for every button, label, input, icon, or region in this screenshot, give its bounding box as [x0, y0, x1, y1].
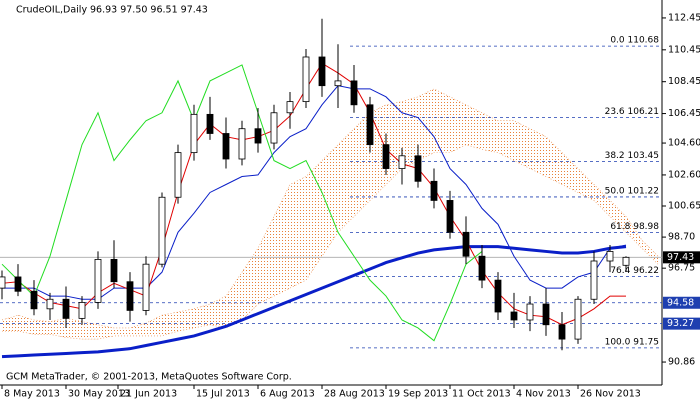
price-marker-label: 93.27: [667, 318, 694, 329]
x-tick-label: 4 Nov 2013: [516, 389, 571, 400]
candle-body: [366, 104, 374, 146]
price-marker-label: 97.43: [667, 252, 694, 263]
candle-body: [590, 260, 598, 300]
candle-body: [542, 303, 550, 326]
candle-body: [110, 259, 118, 283]
x-tick-label: 26 Nov 2013: [580, 389, 641, 400]
candle-body: [606, 251, 614, 262]
x-tick-label: 28 Aug 2013: [324, 389, 385, 400]
candle-body: [302, 56, 310, 103]
candle-body: [510, 311, 518, 321]
cloud-span: [2, 144, 659, 340]
candle-body: [574, 298, 582, 340]
fib-label: 50.0 101.22: [605, 186, 659, 196]
indicator-line: [1, 245, 627, 359]
candle-body: [190, 113, 198, 154]
candle-body: [350, 80, 358, 106]
fib-label: 0.0 110.68: [610, 36, 659, 46]
chart-title: CrudeOIL,Daily: [16, 5, 87, 16]
candle-body: [462, 231, 470, 257]
candle-body: [62, 298, 70, 319]
candle-body: [414, 155, 422, 182]
price-marker-box: [663, 296, 700, 309]
candle-body: [494, 279, 502, 313]
fib-label: 38.2 103.45: [605, 151, 659, 161]
x-tick-label: 6 Aug 2013: [260, 389, 315, 400]
candle-body: [526, 303, 534, 321]
candle-body: [478, 255, 486, 281]
x-tick-label: 15 Jul 2013: [196, 389, 250, 400]
y-tick-label: 108.45: [668, 76, 700, 87]
candle-body: [270, 112, 278, 144]
candle-body: [622, 256, 630, 266]
candle-body: [222, 133, 230, 160]
candle-body: [94, 259, 102, 303]
candle-body: [430, 180, 438, 201]
x-tick-label: 11 Oct 2013: [452, 389, 511, 400]
x-tick-label: 8 May 2013: [4, 389, 60, 400]
header-prices: 96.93 97.50 96.51 97.43: [90, 5, 208, 16]
y-tick-label: 110.45: [668, 44, 700, 55]
copyright: GCM MetaTrader, © 2001-2013, MetaQuotes …: [6, 372, 292, 383]
x-tick-label: 19 Sep 2013: [388, 389, 448, 400]
candle-body: [174, 152, 182, 198]
candle-body: [382, 144, 390, 169]
y-tick-label: 96.75: [668, 263, 695, 274]
indicator-line: [1, 64, 483, 342]
candle-body: [286, 101, 294, 114]
candle-body: [318, 56, 326, 87]
price-marker-box: [663, 251, 700, 264]
x-tick-label: 30 May 2013: [68, 389, 130, 400]
fib-label: 76.4 96.22: [610, 266, 659, 276]
y-tick-label: 104.60: [668, 138, 700, 149]
y-tick-label: 100.65: [668, 201, 700, 212]
candle-body: [446, 200, 454, 233]
fib-label: 23.6 106.21: [605, 107, 659, 117]
y-tick-label: 90.86: [668, 357, 695, 368]
x-tick-label: 21 Jun 2013: [120, 389, 177, 400]
y-tick-label: 102.60: [668, 169, 700, 180]
candle-body: [78, 302, 86, 319]
price-marker-box: [663, 317, 700, 330]
candle-body: [158, 196, 166, 265]
candle-body: [126, 281, 134, 311]
candle-body: [238, 128, 246, 160]
candle-body: [0, 276, 6, 289]
candle-body: [46, 298, 54, 310]
candle-body: [142, 263, 150, 311]
candle-body: [30, 290, 38, 310]
ichimoku-cloud: [2, 88, 658, 340]
candle-body: [14, 276, 22, 292]
fib-label: 61.8 98.98: [610, 222, 659, 232]
candle-body: [206, 113, 214, 134]
candle-body: [398, 155, 406, 169]
indicator-line: [1, 62, 626, 326]
indicator-line: [2, 85, 627, 300]
fib-label: 100.0 91.75: [605, 337, 659, 347]
candle-body: [254, 128, 262, 144]
candle-body: [334, 80, 342, 87]
y-tick-label: 106.45: [668, 108, 700, 119]
y-tick-label: 112.45: [668, 12, 700, 23]
price-marker-label: 94.58: [667, 297, 694, 308]
y-tick-label: 98.70: [668, 232, 695, 243]
candle-body: [558, 324, 566, 340]
